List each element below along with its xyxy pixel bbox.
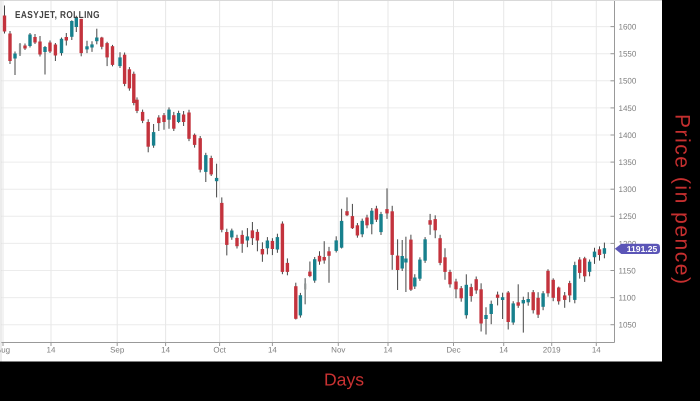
svg-text:Sep: Sep: [110, 346, 125, 355]
svg-text:1191.25: 1191.25: [627, 244, 658, 254]
svg-text:1250: 1250: [619, 212, 637, 221]
svg-text:1150: 1150: [619, 266, 637, 275]
svg-text:1350: 1350: [619, 158, 637, 167]
svg-text:Oct: Oct: [213, 346, 226, 355]
svg-text:14: 14: [161, 346, 170, 355]
svg-text:EASYJET, ROLLING: EASYJET, ROLLING: [15, 10, 100, 21]
svg-text:Dec: Dec: [446, 346, 460, 355]
svg-text:14: 14: [592, 346, 601, 355]
svg-text:1050: 1050: [619, 321, 637, 330]
svg-text:Price (in pence): Price (in pence): [671, 114, 694, 284]
svg-text:1450: 1450: [619, 104, 637, 113]
svg-text:1100: 1100: [619, 294, 637, 303]
svg-text:1500: 1500: [619, 77, 637, 86]
svg-text:Aug: Aug: [0, 346, 10, 355]
svg-text:1550: 1550: [619, 50, 637, 59]
svg-text:Nov: Nov: [331, 346, 345, 355]
svg-text:14: 14: [47, 346, 56, 355]
svg-text:1400: 1400: [619, 131, 637, 140]
svg-text:14: 14: [268, 346, 277, 355]
svg-text:Days: Days: [324, 370, 364, 390]
svg-text:2019: 2019: [543, 346, 561, 355]
svg-text:14: 14: [499, 346, 508, 355]
svg-text:1300: 1300: [619, 185, 637, 194]
svg-text:1600: 1600: [619, 23, 637, 32]
svg-text:14: 14: [384, 346, 393, 355]
